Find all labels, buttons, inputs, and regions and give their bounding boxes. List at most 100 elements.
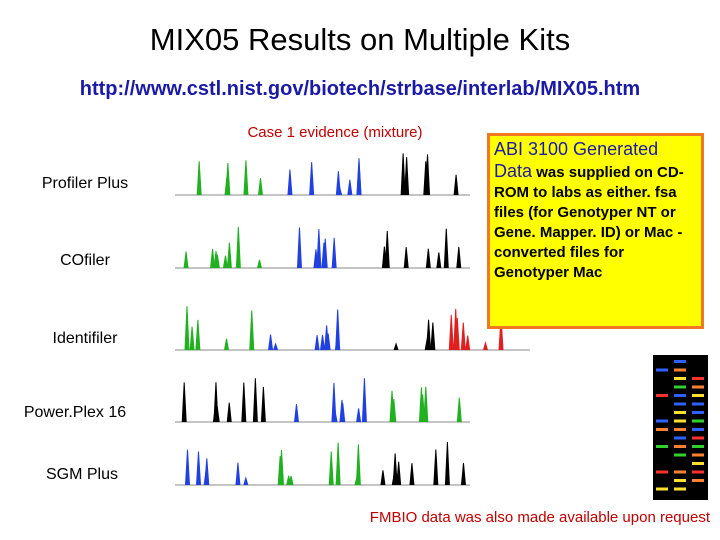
gel-band — [674, 394, 686, 397]
gel-band — [674, 402, 686, 406]
peak — [213, 382, 219, 423]
peak — [400, 153, 406, 196]
peak — [335, 171, 341, 196]
peak — [454, 317, 460, 351]
peak — [183, 251, 189, 269]
kit-label: Power.Plex 16 — [23, 404, 127, 421]
peak — [287, 169, 293, 196]
peak — [448, 314, 454, 351]
gel-image — [653, 355, 708, 500]
peak — [321, 242, 327, 269]
peak — [425, 248, 431, 269]
gel-band — [674, 487, 686, 491]
gel-band — [692, 479, 704, 482]
peak — [196, 451, 202, 486]
peak — [356, 408, 362, 423]
gel-band — [656, 368, 668, 372]
peak — [453, 174, 459, 196]
gel-band — [656, 445, 668, 448]
gel-band — [692, 462, 704, 465]
peak — [273, 342, 279, 351]
peak — [418, 387, 424, 423]
peak — [403, 247, 409, 269]
peak — [389, 390, 395, 423]
peak — [286, 475, 292, 486]
kit-label: COfiler — [60, 252, 110, 269]
kit-label: Identifiler — [52, 330, 118, 347]
note-box: ABI 3100 Generated Data was supplied on … — [487, 133, 704, 329]
peak — [335, 442, 341, 486]
peak — [392, 453, 398, 486]
peak — [380, 470, 386, 486]
peak — [423, 386, 429, 423]
peak — [444, 441, 450, 486]
peak — [203, 469, 209, 486]
peak — [210, 248, 216, 269]
peak — [409, 463, 415, 486]
peak — [443, 228, 449, 269]
peak — [384, 230, 390, 269]
peak — [354, 475, 360, 486]
kit-label: SGM Plus — [45, 466, 118, 483]
peak — [316, 229, 322, 269]
peak — [224, 338, 229, 351]
peak — [324, 325, 330, 351]
peak — [356, 162, 362, 196]
gel-band — [692, 377, 704, 380]
peak — [268, 334, 274, 351]
gel-band — [656, 428, 668, 431]
gel-band — [656, 487, 668, 491]
peak — [361, 378, 367, 423]
gel-band — [674, 360, 686, 363]
gel-band — [674, 368, 686, 372]
peak — [257, 177, 263, 196]
note-body: was supplied on CD-ROM to labs as either… — [494, 164, 684, 281]
peak — [460, 322, 466, 351]
peak — [334, 334, 340, 351]
gel-band — [692, 385, 704, 389]
peak — [425, 336, 431, 351]
peak — [293, 404, 299, 423]
peak — [433, 449, 439, 486]
peak — [328, 451, 334, 486]
gel-band — [692, 470, 704, 474]
gel-band — [692, 445, 704, 448]
peak — [184, 306, 190, 351]
peak — [465, 335, 471, 351]
gel-band — [692, 436, 704, 440]
peak — [483, 340, 488, 351]
peak — [314, 335, 320, 351]
gel-band — [674, 411, 686, 414]
peak — [181, 382, 187, 423]
peak — [456, 246, 462, 269]
peak — [423, 161, 429, 196]
url: http://www.cstl.nist.gov/biotech/strbase… — [79, 78, 641, 100]
peak — [277, 455, 283, 486]
gel-band — [674, 479, 686, 482]
peak — [195, 319, 201, 351]
peak — [256, 259, 262, 269]
peak — [331, 237, 337, 269]
caption: Case 1 evidence (mixture) — [247, 124, 423, 141]
gel-band — [692, 428, 704, 431]
peak — [381, 246, 387, 269]
gel-band — [692, 411, 704, 414]
peak — [393, 342, 399, 351]
gel-band — [674, 445, 686, 448]
peak — [235, 226, 241, 269]
peak — [213, 251, 219, 269]
gel-band — [692, 402, 704, 406]
peak — [309, 162, 315, 196]
peak — [226, 242, 232, 269]
gel-band — [656, 419, 668, 423]
kit-label: Profiler Plus — [41, 175, 129, 192]
peak — [460, 462, 466, 486]
peak — [436, 252, 442, 269]
footer: FMBIO data was also made available upon … — [369, 509, 710, 526]
title: MIX05 Results on Multiple Kits — [149, 22, 571, 57]
gel-band — [656, 470, 668, 474]
peak — [243, 160, 249, 196]
gel-band — [692, 394, 704, 397]
gel-band — [692, 453, 704, 457]
